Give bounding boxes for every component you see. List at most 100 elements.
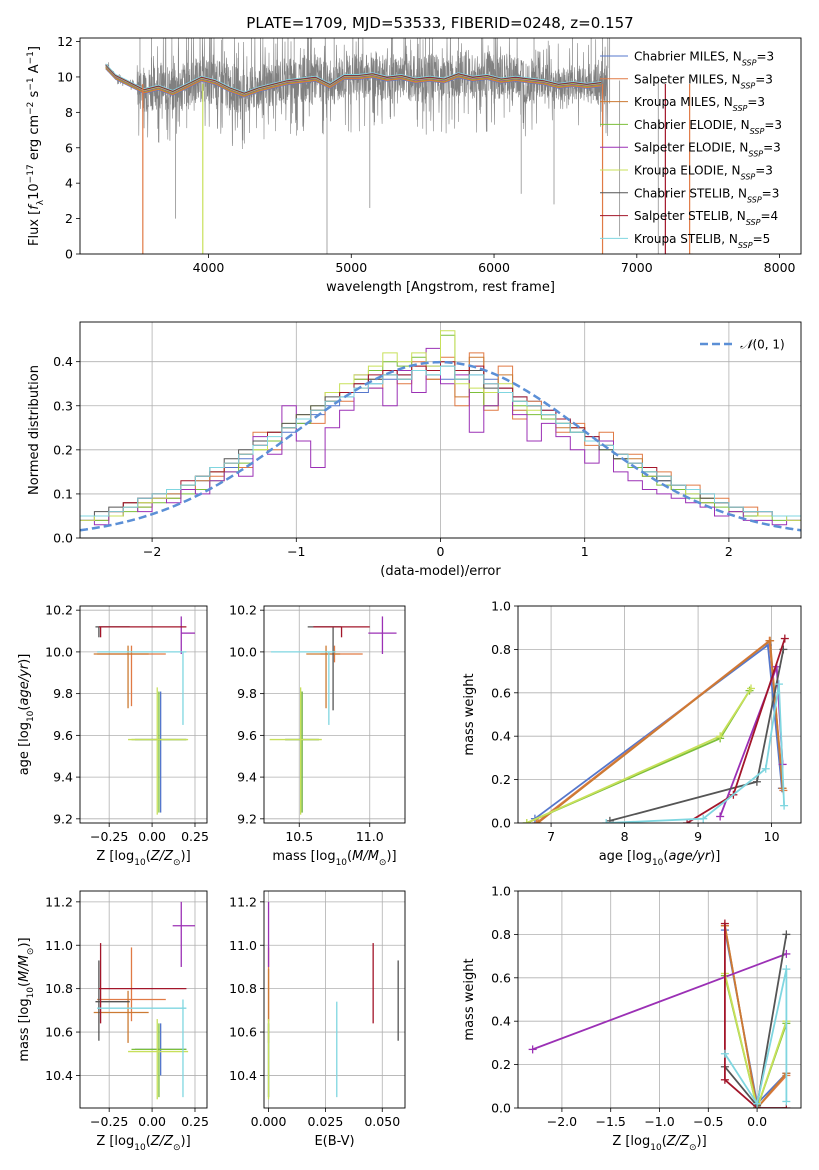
y-tick-label: 8 [65,105,73,120]
legend-entry: Kroupa ELODIE, NSSP=3 [634,164,773,182]
legend-entry: Kroupa STELIB, NSSP=5 [634,232,770,250]
y-tick-label: 6 [65,140,73,155]
y-tick-label: 0.1 [53,486,73,501]
x-axis-label: (data-model)/error [380,564,501,579]
y-tick-label: 10.4 [45,1068,73,1083]
y-tick-label: 10.8 [45,981,73,996]
x-tick-label: −2.0 [547,1114,577,1129]
axes-frame-mass_weight_vs_age [517,605,802,824]
mass-weight-line [537,638,784,823]
y-tick-label: 10.4 [229,1068,257,1083]
x-tick-label: 1 [581,544,589,559]
x-axis-label: Z [log10(Z/Z⊙)] [96,1134,190,1153]
model-fit-line [105,68,602,98]
mass-weight-line [526,688,752,823]
x-axis-label: age [log10(age/yr)] [599,849,721,868]
y-tick-label: 0.4 [491,1014,511,1029]
mass-weight-line [532,953,787,1051]
axes-frame-spectrum [79,37,802,255]
y-tick-label: 0 [65,247,73,262]
x-tick-label: 0.00 [138,829,166,844]
y-tick-label: 9.6 [237,728,257,743]
y-tick-label: 4 [65,176,73,191]
histogram-step [80,365,801,538]
legend-entry: Salpeter MILES, NSSP=3 [634,72,773,90]
y-tick-label: 1.0 [491,599,511,614]
legend-entry: Salpeter STELIB, NSSP=4 [634,209,778,227]
legend-entry: Salpeter ELODIE, NSSP=3 [634,141,781,159]
x-tick-label: 7 [547,829,555,844]
y-tick-label: 10.2 [45,603,73,618]
x-tick-label: 0.0 [747,1114,767,1129]
y-tick-label: 10.6 [229,1025,257,1040]
y-tick-label: 0.6 [491,685,511,700]
x-axis-label: wavelength [Angstrom, rest frame] [326,280,555,295]
mass-weight-line [534,643,783,820]
axes-residual_histogram: −2 −1 0 1 2 0.0 0.1 0.2 0.3 0.4 (data-model)/error… [27,321,802,579]
y-tick-label: 11.0 [229,938,257,953]
axes-spectrum: 4000 5000 6000 7000 8000 0 2 4 6 8 10 12 wavelength … [26,34,802,295]
y-tick-label: 9.8 [53,686,73,701]
plot-area-spectrum [105,38,694,254]
plot-area-residual_histogram [80,330,801,538]
axes-mass_vs_EBV: 0.000 0.025 0.050 10.4 10.6 10.8 11.0 11.2 E(B-V… [229,890,406,1149]
plot-area-age_vs_Z [93,616,195,815]
x-tick-label: 0 [437,544,445,559]
mass-weight-line [724,968,788,1107]
y-tick-label: 10.8 [229,981,257,996]
observed-spectrum [105,38,609,150]
mass-weight-line [724,925,788,1108]
y-tick-label: 9.8 [237,686,257,701]
legend-entry: Chabrier MILES, NSSP=3 [634,50,774,68]
legend-series-name: Kroupa ELODIE [634,164,724,178]
x-axis-label: Z [log10(Z/Z⊙)] [612,1134,706,1153]
model-fit-line [105,67,602,97]
x-tick-label: 0.00 [138,1114,166,1129]
x-tick-label: −1.0 [644,1114,674,1129]
y-axis-label: Normed distribution [27,365,42,495]
legend-entry: Chabrier ELODIE, NSSP=3 [634,118,782,136]
mass-weight-line [609,649,785,822]
y-tick-label: 10.0 [45,644,73,659]
y-tick-label: 2 [65,211,73,226]
x-tick-label: 9 [694,829,702,844]
mass-weight-line [724,934,788,1108]
legend-entry: 𝒩(0, 1) [740,338,785,353]
legend-series-name: Salpeter ELODIE [634,141,732,155]
histogram-step [80,347,801,538]
axes-frame-age_vs_mass [263,605,406,824]
y-tick-label: 9.4 [53,770,73,785]
x-axis-label: E(B-V) [314,1134,354,1149]
x-tick-label: 0.050 [364,1114,400,1129]
x-tick-label: −2 [143,544,161,559]
legend-series-name: Kroupa MILES [634,95,716,109]
y-axis-label: mass weight [462,673,477,755]
y-tick-label: 11.2 [45,894,73,909]
x-tick-label: −0.25 [90,829,128,844]
legend-series-name: Salpeter MILES [634,72,724,86]
x-tick-label: 6000 [478,260,510,275]
y-tick-label: 0.2 [491,772,511,787]
x-axis-label: Z [log10(Z/Z⊙)] [96,849,190,868]
axes-frame-age_vs_Z [79,605,208,824]
plot-area-mass_vs_EBV [267,901,399,1100]
x-tick-label: 10.5 [285,829,313,844]
axes-age_vs_Z: −0.25 0.00 0.25 9.2 9.4 9.6 9.8 10.0 10.2 Z [log1… [17,603,209,868]
plot-layer: 4000 5000 6000 7000 8000024681012wavelength … [17,34,802,1153]
x-tick-label: 5000 [335,260,367,275]
x-tick-label: 0.25 [181,1114,209,1129]
y-tick-label: 10.6 [45,1025,73,1040]
x-tick-label: 10 [764,829,780,844]
y-tick-label: 9.4 [237,770,257,785]
plot-area-mass_weight_vs_age [522,634,789,823]
legend-series-name: Chabrier ELODIE [634,118,733,132]
y-axis-label: Flux [fλ10−17 erg cm−2 s−1 A−1] [26,46,46,246]
y-tick-label: 10.0 [229,644,257,659]
normal-reference-curve [80,360,801,532]
y-tick-label: 9.2 [53,811,73,826]
model-fit-line [105,63,602,93]
y-axis-label: mass weight [462,958,477,1040]
y-tick-label: 0.0 [53,531,73,546]
plot-area-age_vs_mass [269,616,397,815]
